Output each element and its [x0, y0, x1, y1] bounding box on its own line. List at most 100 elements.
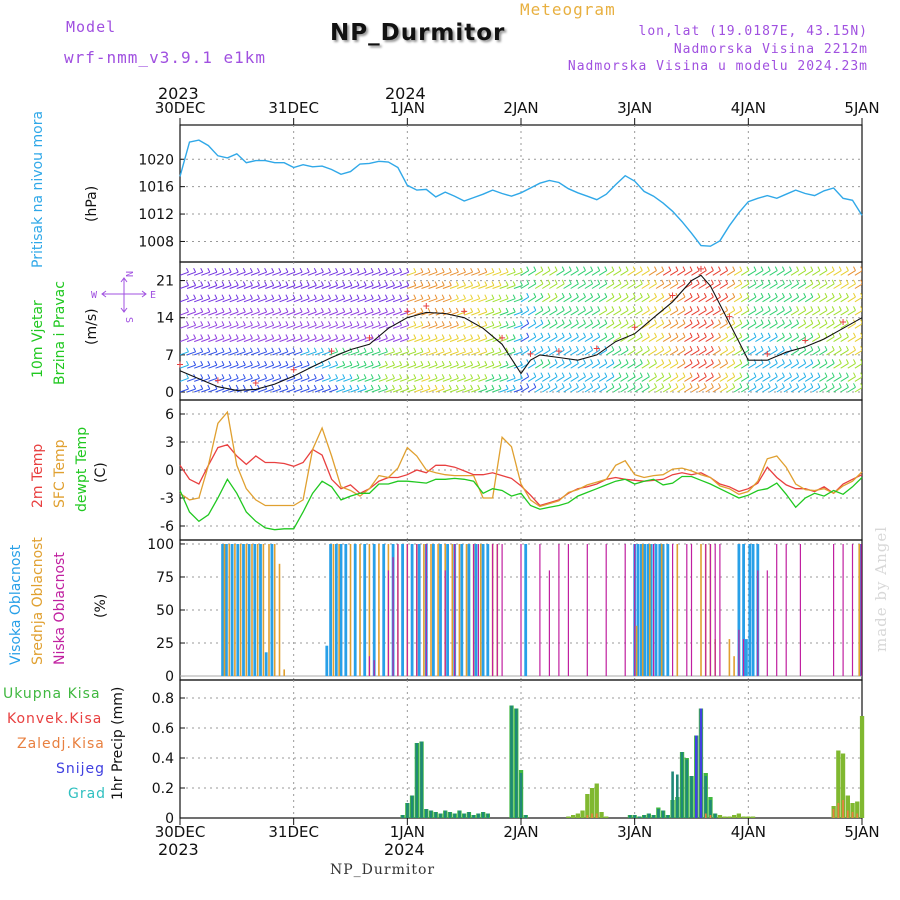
wind-barb — [549, 349, 558, 356]
high-cloud-bar — [247, 544, 251, 677]
wind-barb — [257, 285, 267, 289]
wind-barb — [812, 323, 821, 329]
wind-barb-flag — [292, 334, 296, 339]
wind-barb — [570, 362, 579, 369]
wind-barb — [208, 271, 218, 276]
wind-barb — [591, 309, 600, 316]
wind-barb — [464, 338, 473, 343]
wind-barb — [570, 283, 579, 289]
wind-barb-flag — [377, 281, 381, 286]
wind-barb-flag — [760, 266, 764, 271]
wind-barb — [669, 309, 679, 316]
wind-barb-flag — [285, 267, 289, 273]
high-cloud-bar — [329, 544, 332, 677]
wind-barb-flag — [455, 374, 459, 379]
wind-barb-flag — [264, 267, 268, 273]
wind-barb-flag — [718, 279, 721, 285]
wind-barb-flag — [710, 383, 714, 388]
wind-barb-flag — [264, 360, 268, 366]
snow-bar — [415, 743, 419, 818]
wind-barb-flag — [292, 384, 296, 390]
wind-barb — [755, 296, 764, 303]
station-title: NP_Durmitor — [330, 20, 506, 46]
wind-barb-flag — [725, 279, 729, 285]
wind-barb-flag — [214, 347, 218, 353]
wind-barb-flag — [384, 321, 388, 326]
wind-barb — [272, 324, 281, 329]
wind-barb — [719, 349, 728, 356]
wind-barb — [442, 377, 452, 382]
wind-barb-flag — [377, 307, 381, 313]
high-cloud-bar — [666, 544, 670, 677]
wind-barb-flag — [463, 267, 466, 273]
total-precip-bar — [589, 788, 595, 818]
wind-barb — [485, 271, 495, 276]
wind-barb-flag — [668, 383, 672, 388]
wind-barb — [577, 323, 586, 329]
wind-barb — [364, 364, 374, 369]
wind-barb — [300, 324, 310, 329]
wind-barb — [847, 386, 856, 393]
wind-barb — [250, 388, 260, 393]
wind-barb — [776, 349, 785, 356]
wind-barb-flag — [746, 319, 750, 324]
wind-barb-flag — [349, 294, 353, 299]
wind-barb — [307, 271, 317, 276]
wind-barb — [329, 377, 338, 382]
wind-barb-flag — [760, 332, 764, 338]
wind-barb-flag — [299, 374, 303, 379]
wind-barb — [293, 271, 303, 276]
wind-barb — [748, 362, 757, 369]
wind-barb — [776, 323, 785, 329]
snow-bar — [638, 816, 641, 818]
high-cloud-bar — [649, 544, 653, 677]
wind-barb-flag — [796, 372, 800, 377]
wind-barb-flag — [313, 281, 317, 286]
wind-barb-flag — [625, 319, 629, 324]
wind-barb — [748, 336, 757, 343]
snow-bar — [690, 776, 693, 818]
wind-barb-flag — [689, 332, 693, 338]
wind-barb — [556, 309, 565, 316]
wind-barb-flag — [803, 383, 807, 388]
wind-barb-flag — [470, 267, 474, 273]
y-tick-label: 0.4 — [152, 751, 174, 767]
wind-barb-flag — [746, 266, 750, 271]
wind-barb — [542, 270, 551, 276]
wind-barb — [634, 309, 643, 316]
wind-barb — [243, 338, 253, 343]
wind-barb — [407, 298, 416, 303]
wind-barb — [321, 285, 331, 289]
wind-barb — [265, 388, 274, 393]
wind-barb-flag — [399, 267, 403, 273]
wind-barb-flag — [448, 360, 452, 366]
wind-gust-mark — [726, 313, 733, 320]
wind-barb — [180, 271, 189, 276]
wind-barb-flag — [363, 374, 367, 379]
wind-barb-flag — [349, 360, 353, 366]
wind-barb-flag — [561, 345, 565, 351]
wind-barb-flag — [484, 384, 488, 390]
wind-barb-flag — [463, 384, 466, 390]
wind-barb — [456, 388, 466, 393]
total-precip-bar — [746, 816, 751, 818]
wind-barb — [733, 309, 743, 316]
wind-barb-flag — [427, 384, 431, 390]
wind-barb — [414, 285, 424, 289]
wind-barb-flag — [774, 372, 778, 377]
wind-barb — [265, 324, 274, 329]
wind-barb-flag — [868, 373, 870, 377]
wind-barb-flag — [335, 321, 339, 326]
wind-barb — [783, 362, 792, 369]
wind-barb-flag — [533, 359, 537, 364]
wind-barb-flag — [491, 267, 495, 273]
wind-barb — [499, 364, 509, 369]
wind-barb — [371, 298, 381, 303]
snow-bar — [704, 776, 707, 818]
wind-barb — [790, 386, 799, 393]
wind-barb-flag — [675, 319, 679, 324]
wind-barb-flag — [200, 281, 204, 286]
snow-bar — [472, 815, 475, 818]
wind-barb-flag — [200, 307, 204, 313]
wind-barb — [400, 271, 409, 276]
